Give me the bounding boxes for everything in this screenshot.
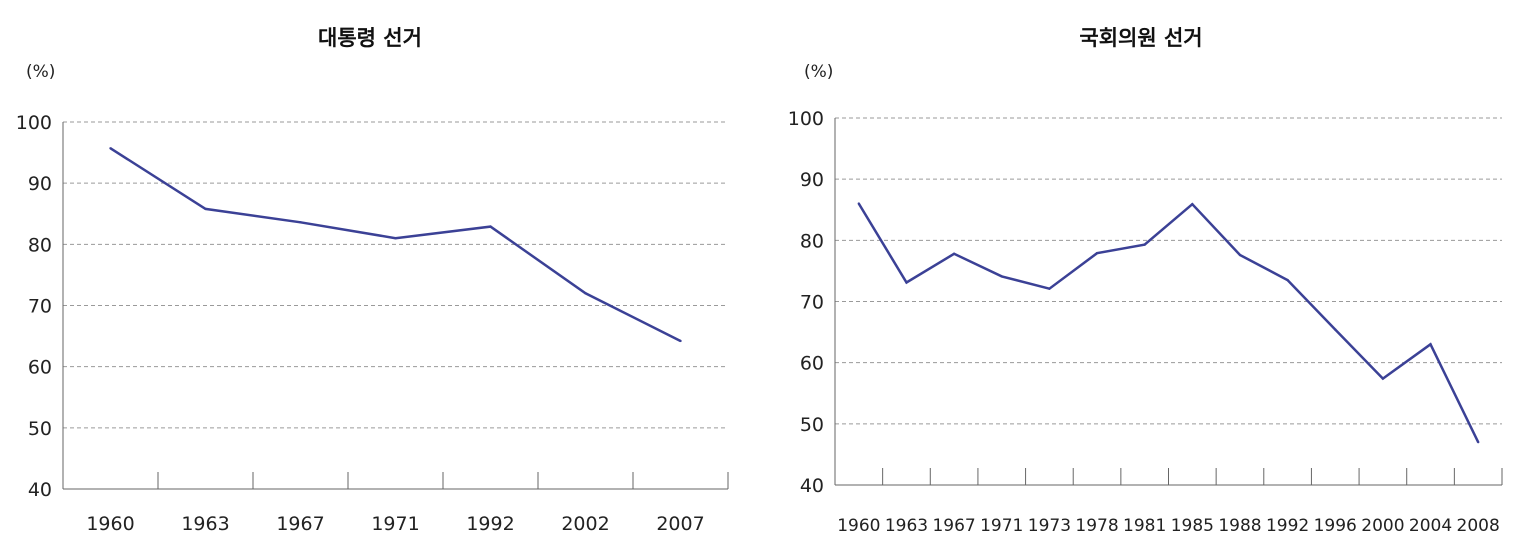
x-tick-label: 1992 [1266,516,1309,536]
data-point [679,339,682,343]
presidential-election-chart: 대통령 선거 (%) 40 50 60 70 80 90 100 1960 1963 1967 19… [0,0,740,551]
data-point [1381,377,1385,380]
data-point [857,202,861,205]
data-point [394,237,397,240]
x-tick-label: 1988 [1218,516,1261,536]
y-tick-label: 80 [28,234,52,256]
x-tick-label: 1960 [86,513,134,535]
x-tick-label: 2007 [656,513,704,535]
x-tick-label: 1978 [1075,516,1118,536]
x-tick-label: 1985 [1171,516,1214,536]
x-tick-label: 1973 [1028,516,1071,536]
x-tick-label: 1971 [371,513,419,535]
x-tick-label: 1996 [1314,516,1357,536]
data-point [905,281,908,284]
x-tick-label: 2002 [561,513,609,535]
y-tick-label: 60 [800,353,824,375]
data-point [1143,243,1146,246]
x-tick-label: 2004 [1409,516,1452,536]
y-tick-label: 40 [28,479,52,501]
y-tick-label: 70 [800,292,824,314]
series-line [857,202,1480,443]
y-tick-label: 50 [800,414,824,436]
x-tick-label: 1967 [276,513,324,535]
y-tick-label: 90 [28,173,52,195]
y-tick-label: 80 [800,230,824,252]
data-point [299,221,302,224]
y-tick-label: 100 [788,108,824,130]
x-tick-label: 1992 [466,513,514,535]
data-point [1048,287,1051,290]
data-point [109,147,112,150]
data-point [1000,275,1003,278]
data-point [1191,203,1194,206]
chart-title: 국회의원 선거 [1079,26,1203,50]
x-tick-label: 1967 [932,516,975,536]
y-tick-label: 50 [28,418,52,440]
y-tick-label: 40 [800,475,824,497]
x-tick-label: 2000 [1361,516,1404,536]
national-assembly-election-chart: 국회의원 선거 (%) 40 50 60 70 80 90 100 1960 1963 1967 1… [760,0,1522,551]
data-point [1476,440,1480,444]
y-tick-label: 100 [16,112,52,134]
data-point [1286,278,1289,282]
y-axis-unit: (%) [804,62,834,82]
x-tick-label: 1960 [837,516,880,536]
data-point [489,225,492,228]
y-tick-label: 90 [800,169,824,191]
data-point [952,252,956,255]
data-point [1334,328,1337,331]
x-tick-label: 1971 [980,516,1023,536]
data-point [1095,251,1099,255]
chart-title: 대통령 선거 [318,26,422,50]
data-point [584,292,587,295]
data-point [1429,343,1432,346]
y-tick-label: 70 [28,296,52,318]
data-point [204,207,207,211]
x-tick-label: 1963 [885,516,928,536]
x-tick-label: 1981 [1123,516,1166,536]
x-tick-label: 2008 [1457,516,1500,536]
data-point [1238,253,1242,257]
y-axis-unit: (%) [26,62,56,82]
x-tick-label: 1963 [181,513,229,535]
chart-plot: 40 50 60 70 80 90 100 1960 1963 1967 1971 1992 2002 2… [16,112,729,535]
y-tick-label: 60 [28,357,52,379]
